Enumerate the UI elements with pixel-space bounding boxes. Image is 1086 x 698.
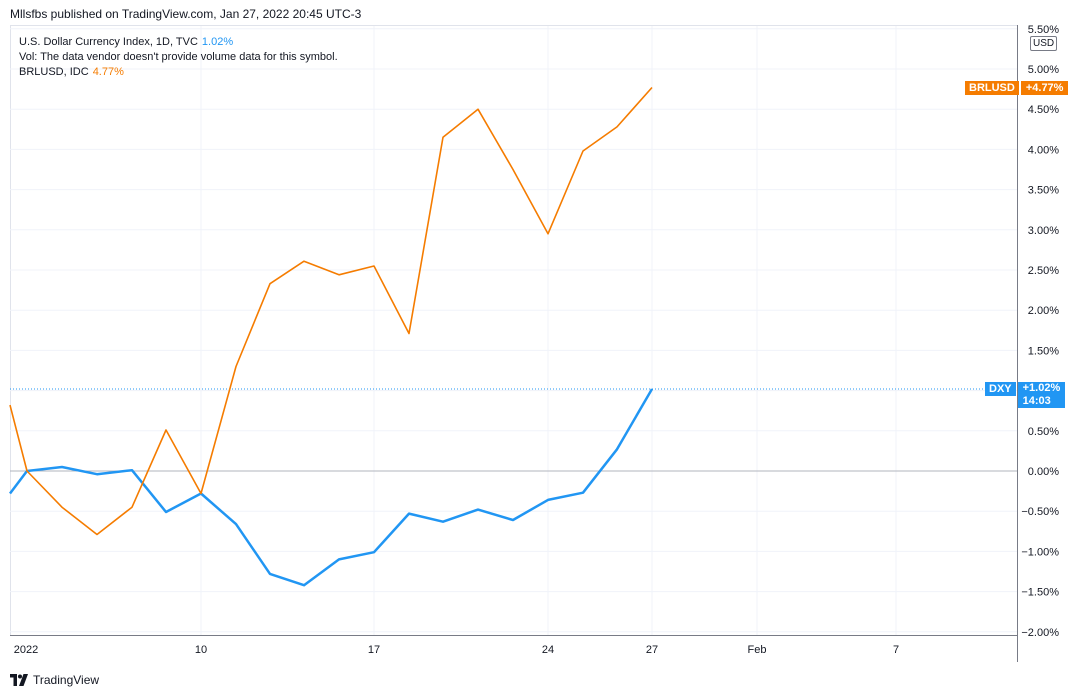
price-tick-label: 4.00% (1028, 144, 1059, 156)
price-tick-label: −1.00% (1021, 546, 1059, 558)
brl-series-line[interactable] (9, 86, 653, 536)
price-tick-label: 2.00% (1028, 305, 1059, 317)
time-tick-label: 24 (542, 644, 554, 656)
price-tick-label: 2.50% (1028, 265, 1059, 277)
dxy-tag-countdown: 14:03 (1022, 395, 1051, 407)
legend-brl-value: 4.77% (92, 66, 124, 78)
price-tick-label: −1.50% (1021, 587, 1059, 599)
time-tick-label: 10 (195, 644, 207, 656)
dxy-series-line[interactable] (9, 388, 654, 587)
dxy-tag-value: +1.02% (1022, 382, 1061, 394)
time-tick-label: 7 (893, 644, 899, 656)
time-tick-label: 17 (368, 644, 380, 656)
price-tick-label: 5.50% (1028, 24, 1059, 36)
dxy-tag-value-block: +1.02% 14:03 (1017, 382, 1066, 408)
price-tick-label: 0.00% (1028, 466, 1059, 478)
time-tick-label: Feb (748, 644, 767, 656)
price-tick-label: 4.50% (1028, 104, 1059, 116)
chart-pane[interactable] (10, 25, 1017, 635)
tradingview-logo-icon (10, 674, 28, 686)
publisher-header: Mllsfbs published on TradingView.com, Ja… (10, 7, 362, 21)
footer-brand[interactable]: TradingView (10, 673, 99, 687)
price-tick-label: 0.50% (1028, 426, 1059, 438)
legend-brl-name: BRLUSD, IDC (19, 66, 89, 78)
price-axis-divider (1017, 25, 1018, 662)
dxy-price-tag: DXY +1.02% 14:03 (985, 382, 1066, 408)
currency-unit-badge[interactable]: USD (1030, 36, 1058, 51)
footer-brand-name: TradingView (33, 673, 100, 687)
time-tick-label: 2022 (14, 644, 38, 656)
legend-volume-note: Vol: The data vendor doesn't provide vol… (19, 51, 338, 63)
brl-price-tag: BRLUSD +4.77% (965, 81, 1069, 95)
legend-dxy-value: 1.02% (201, 36, 234, 48)
legend-brl[interactable]: BRLUSD, IDC 4.77% (19, 65, 338, 80)
price-tick-label: 3.00% (1028, 225, 1059, 237)
dxy-tag-symbol: DXY (985, 382, 1016, 396)
legend-dxy-name: U.S. Dollar Currency Index, 1D, TVC (19, 36, 198, 48)
price-tick-label: −0.50% (1021, 506, 1059, 518)
price-tick-label: 5.00% (1028, 64, 1059, 76)
brl-tag-symbol: BRLUSD (965, 81, 1019, 95)
time-axis-divider (10, 635, 1017, 636)
price-tick-label: −2.00% (1021, 627, 1059, 639)
brl-tag-value: +4.77% (1020, 81, 1069, 95)
time-tick-label: 27 (646, 644, 658, 656)
legend-dxy[interactable]: U.S. Dollar Currency Index, 1D, TVC 1.02% (19, 35, 338, 50)
price-tick-label: 1.50% (1028, 345, 1059, 357)
price-tick-label: 3.50% (1028, 185, 1059, 197)
chart-legend: U.S. Dollar Currency Index, 1D, TVC 1.02%… (19, 35, 338, 80)
